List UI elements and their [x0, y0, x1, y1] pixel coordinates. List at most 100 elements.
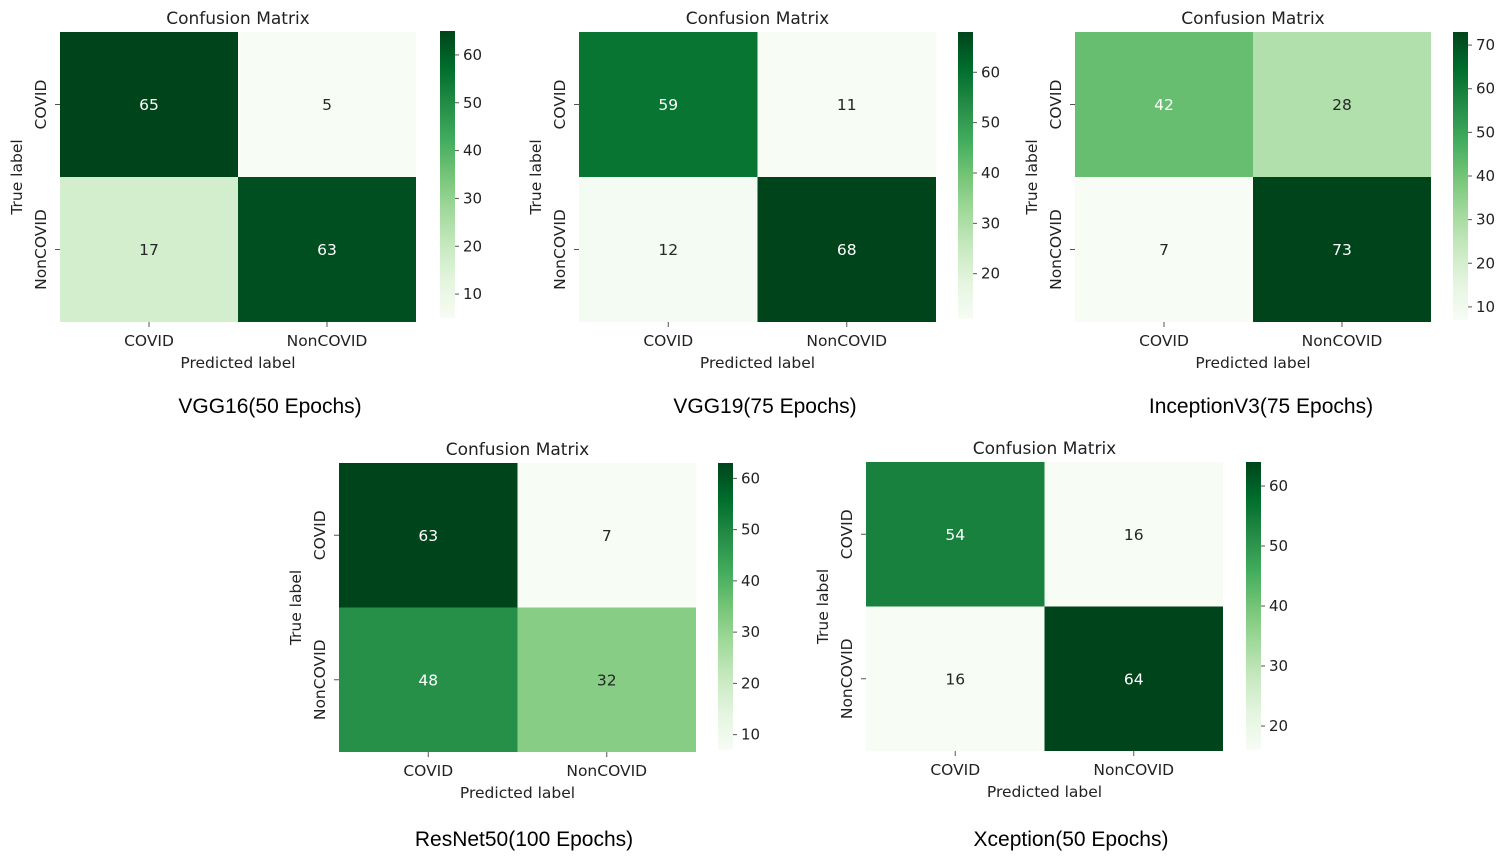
colorbar-tick-label: 60 — [463, 46, 482, 64]
y-tick-label: NonCOVID — [551, 209, 569, 290]
cell-value-label: 63 — [418, 527, 438, 545]
y-tick-label: COVID — [32, 80, 50, 130]
heatmap-cell — [339, 463, 518, 608]
y-tick-label: NonCOVID — [311, 639, 329, 720]
colorbar-tick-label: 50 — [463, 94, 482, 112]
y-axis-label: True label — [1023, 139, 1041, 215]
colorbar-tick-label: 50 — [981, 114, 1000, 132]
colorbar-tick-label: 20 — [463, 237, 482, 255]
confusion-matrix-panel: Confusion Matrix 65 5 17 63 COVID NonCOVID COVI… — [8, 9, 482, 418]
heatmap-cell — [60, 177, 238, 322]
colorbar-tick-label: 30 — [741, 623, 760, 641]
colorbar-tick-label: 10 — [1476, 298, 1495, 316]
cell-value-label: 11 — [837, 96, 857, 114]
colorbar — [440, 31, 455, 318]
cell-value-label: 7 — [1159, 241, 1169, 259]
x-tick-label: NonCOVID — [287, 332, 368, 350]
x-tick-label: NonCOVID — [566, 762, 647, 780]
colorbar-tick-label: 40 — [463, 142, 482, 160]
heatmap-cell — [1253, 32, 1431, 177]
heatmap-cell — [1075, 32, 1253, 177]
cell-value-label: 68 — [837, 241, 857, 259]
colorbar-tick-label: 20 — [1476, 254, 1495, 272]
confusion-matrix-panel: Confusion Matrix 63 7 48 32 COVID NonCOVID COVI… — [287, 440, 760, 851]
colorbar — [1453, 32, 1468, 320]
colorbar-tick-label: 20 — [1269, 717, 1288, 735]
cell-value-label: 12 — [658, 241, 678, 259]
x-tick-label: COVID — [1139, 332, 1189, 350]
cell-value-label: 65 — [139, 96, 159, 114]
cell-value-label: 16 — [945, 670, 965, 688]
colorbar-tick-label: 30 — [981, 214, 1000, 232]
cell-value-label: 28 — [1332, 96, 1352, 114]
heatmap-cell — [1044, 462, 1223, 607]
x-axis-label: Predicted label — [700, 354, 815, 372]
heatmap-cell — [757, 32, 936, 177]
colorbar-tick-label: 30 — [463, 189, 482, 207]
y-tick-label: NonCOVID — [32, 209, 50, 290]
colorbar-tick-label: 30 — [1476, 211, 1495, 229]
x-tick-label: COVID — [403, 762, 453, 780]
confusion-matrix-panel: Confusion Matrix 42 28 7 73 COVID NonCOVID COVI… — [1023, 9, 1495, 418]
colorbar — [1246, 462, 1261, 750]
heatmap-cell — [1253, 177, 1431, 322]
x-tick-label: NonCOVID — [1093, 761, 1174, 779]
cell-value-label: 48 — [418, 671, 438, 689]
heatmap-cell — [238, 32, 416, 177]
panel-caption: Xception(50 Epochs) — [974, 828, 1169, 851]
colorbar-tick-label: 20 — [981, 265, 1000, 283]
cell-value-label: 63 — [317, 241, 337, 259]
colorbar-tick-label: 40 — [1476, 167, 1495, 185]
x-tick-label: COVID — [643, 332, 693, 350]
x-axis-label: Predicted label — [987, 783, 1102, 801]
y-axis-label: True label — [287, 570, 305, 646]
heatmap-cell — [60, 32, 238, 177]
cell-value-label: 7 — [602, 527, 612, 545]
x-axis-label: Predicted label — [180, 354, 295, 372]
x-tick-label: NonCOVID — [806, 332, 887, 350]
cell-value-label: 64 — [1124, 670, 1144, 688]
colorbar-tick-label: 20 — [741, 674, 760, 692]
x-axis-label: Predicted label — [1195, 354, 1310, 372]
heatmap-cell — [1075, 177, 1253, 322]
x-tick-label: COVID — [930, 761, 980, 779]
colorbar-tick-label: 60 — [981, 63, 1000, 81]
cell-value-label: 32 — [597, 671, 617, 689]
colorbar-tick-label: 50 — [1269, 537, 1288, 555]
panel-caption: ResNet50(100 Epochs) — [415, 828, 633, 851]
colorbar — [718, 463, 733, 750]
panel-title: Confusion Matrix — [973, 439, 1117, 459]
panel-caption: VGG16(50 Epochs) — [178, 395, 361, 418]
colorbar-tick-label: 70 — [1476, 36, 1495, 54]
heatmap-cell — [238, 177, 416, 322]
cell-value-label: 73 — [1332, 241, 1352, 259]
y-tick-label: NonCOVID — [838, 638, 856, 719]
colorbar-tick-label: 10 — [741, 726, 760, 744]
panel-title: Confusion Matrix — [446, 440, 590, 460]
heatmap-cell — [757, 177, 936, 322]
y-tick-label: COVID — [311, 510, 329, 560]
heatmap-cell — [866, 606, 1045, 751]
heatmap-cell — [579, 177, 758, 322]
panel-title: Confusion Matrix — [166, 9, 310, 29]
heatmap-cell — [1044, 606, 1223, 751]
y-axis-label: True label — [814, 569, 832, 645]
colorbar-tick-label: 60 — [1476, 80, 1495, 98]
cell-value-label: 59 — [658, 96, 678, 114]
x-tick-label: COVID — [124, 332, 174, 350]
panel-title: Confusion Matrix — [686, 9, 830, 29]
heatmap-cell — [517, 607, 696, 752]
y-axis-label: True label — [8, 139, 26, 215]
heatmap-cell — [517, 463, 696, 608]
cell-value-label: 42 — [1154, 96, 1174, 114]
heatmap-cell — [339, 607, 518, 752]
x-axis-label: Predicted label — [460, 784, 575, 802]
y-tick-label: COVID — [551, 80, 569, 130]
colorbar-tick-label: 50 — [1476, 123, 1495, 141]
colorbar-tick-label: 40 — [981, 164, 1000, 182]
cell-value-label: 5 — [322, 96, 332, 114]
cell-value-label: 17 — [139, 241, 159, 259]
colorbar — [958, 32, 973, 319]
colorbar-tick-label: 50 — [741, 521, 760, 539]
